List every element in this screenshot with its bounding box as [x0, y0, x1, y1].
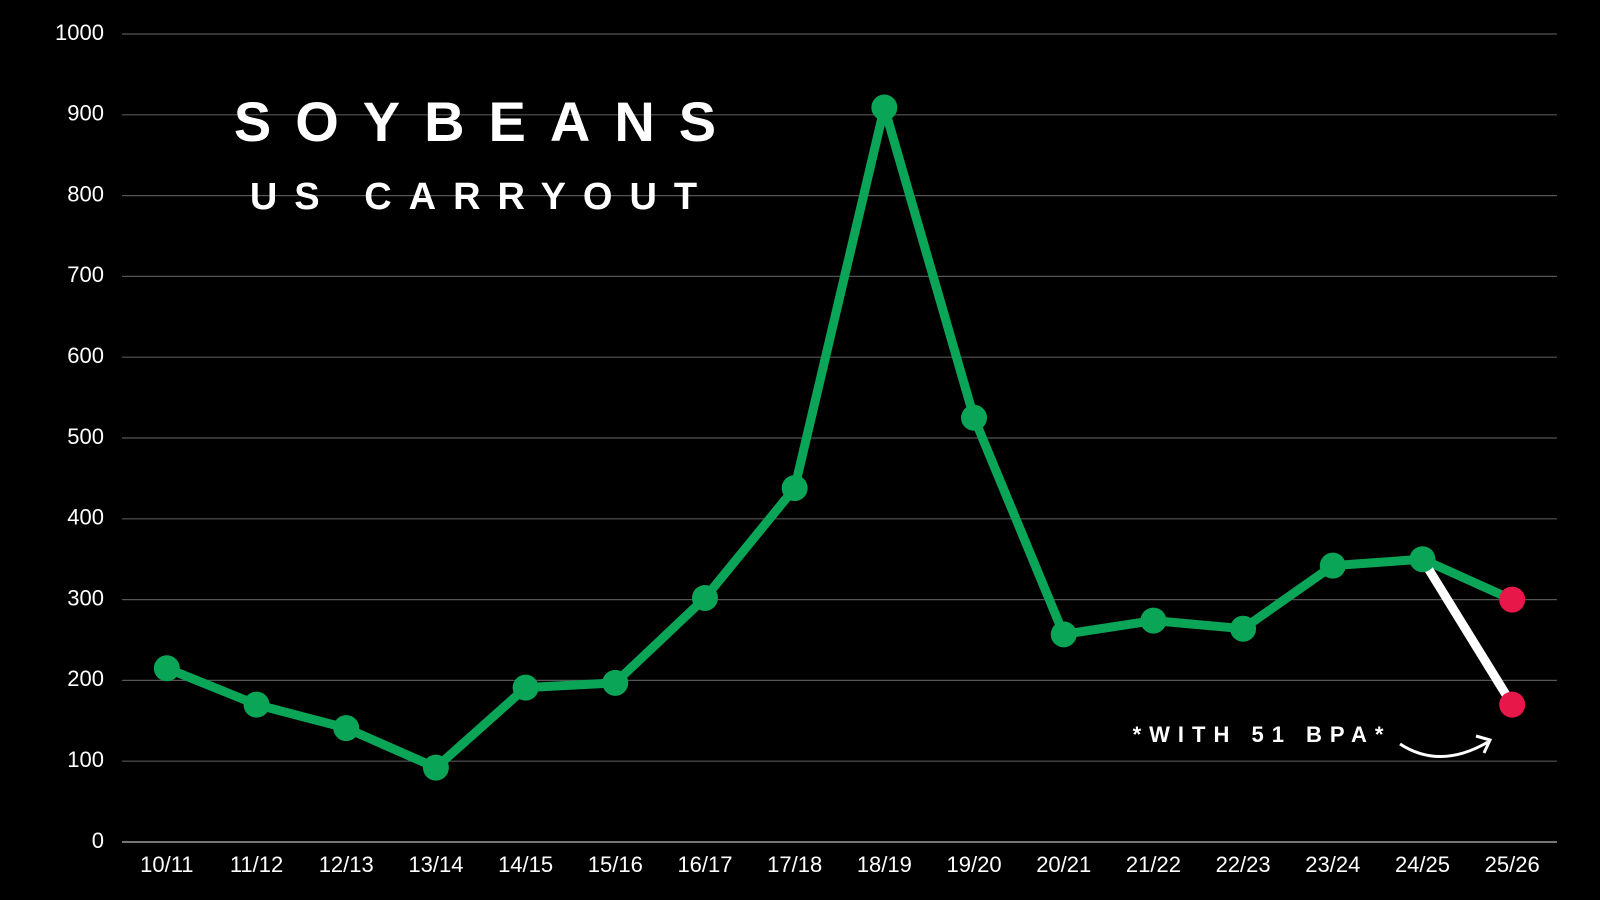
- data-point: [1140, 607, 1167, 634]
- x-tick-label: 16/17: [677, 852, 732, 877]
- x-tick-label: 13/14: [408, 852, 463, 877]
- x-tick-label: 10/11: [140, 852, 193, 877]
- y-tick-label: 100: [67, 747, 104, 772]
- y-tick-label: 500: [67, 424, 104, 449]
- y-tick-label: 1000: [55, 20, 104, 45]
- data-point: [153, 655, 180, 682]
- annotation: *WITH 51 BPA*: [1133, 722, 1392, 747]
- x-tick-label: 22/23: [1216, 852, 1271, 877]
- data-point: [1409, 546, 1436, 573]
- data-point: [1499, 586, 1526, 613]
- x-tick-label: 14/15: [498, 852, 553, 877]
- y-tick-label: 300: [67, 585, 104, 610]
- data-point: [602, 669, 629, 696]
- chart-subtitle: US CARRYOUT: [250, 176, 714, 218]
- x-tick-label: 12/13: [319, 852, 374, 877]
- chart-title: SOYBEANS: [234, 90, 740, 153]
- series-line: [1418, 556, 1516, 708]
- series-line: [165, 103, 1515, 773]
- y-tick-label: 0: [92, 828, 104, 853]
- data-point: [1499, 691, 1526, 718]
- data-point: [781, 475, 808, 502]
- data-point: [1319, 552, 1346, 579]
- y-tick-label: 900: [67, 101, 104, 126]
- x-tick-label: 25/26: [1485, 852, 1540, 877]
- x-tick-label: 15/16: [588, 852, 643, 877]
- data-point: [961, 404, 988, 431]
- x-tick-label: 19/20: [947, 852, 1002, 877]
- data-point: [1230, 615, 1257, 642]
- x-tick-label: 21/22: [1126, 852, 1181, 877]
- annotation-arrowhead: [1475, 734, 1493, 754]
- data-point: [691, 584, 718, 611]
- y-tick-label: 600: [67, 343, 104, 368]
- x-tick-label: 11/12: [230, 852, 283, 877]
- x-tick-label: 20/21: [1036, 852, 1091, 877]
- x-tick-label: 17/18: [767, 852, 822, 877]
- y-tick-label: 400: [67, 505, 104, 530]
- y-tick-label: 200: [67, 666, 104, 691]
- x-tick-label: 23/24: [1305, 852, 1360, 877]
- annotation-arrow: [1399, 740, 1489, 758]
- x-tick-label: 24/25: [1395, 852, 1450, 877]
- x-tick-label: 18/19: [857, 852, 912, 877]
- data-point: [512, 674, 539, 701]
- data-point: [422, 754, 449, 781]
- y-tick-label: 800: [67, 181, 104, 206]
- data-point: [1050, 621, 1077, 648]
- data-point: [243, 691, 270, 718]
- y-tick-label: 700: [67, 262, 104, 287]
- data-point: [333, 715, 360, 742]
- data-point: [871, 94, 898, 121]
